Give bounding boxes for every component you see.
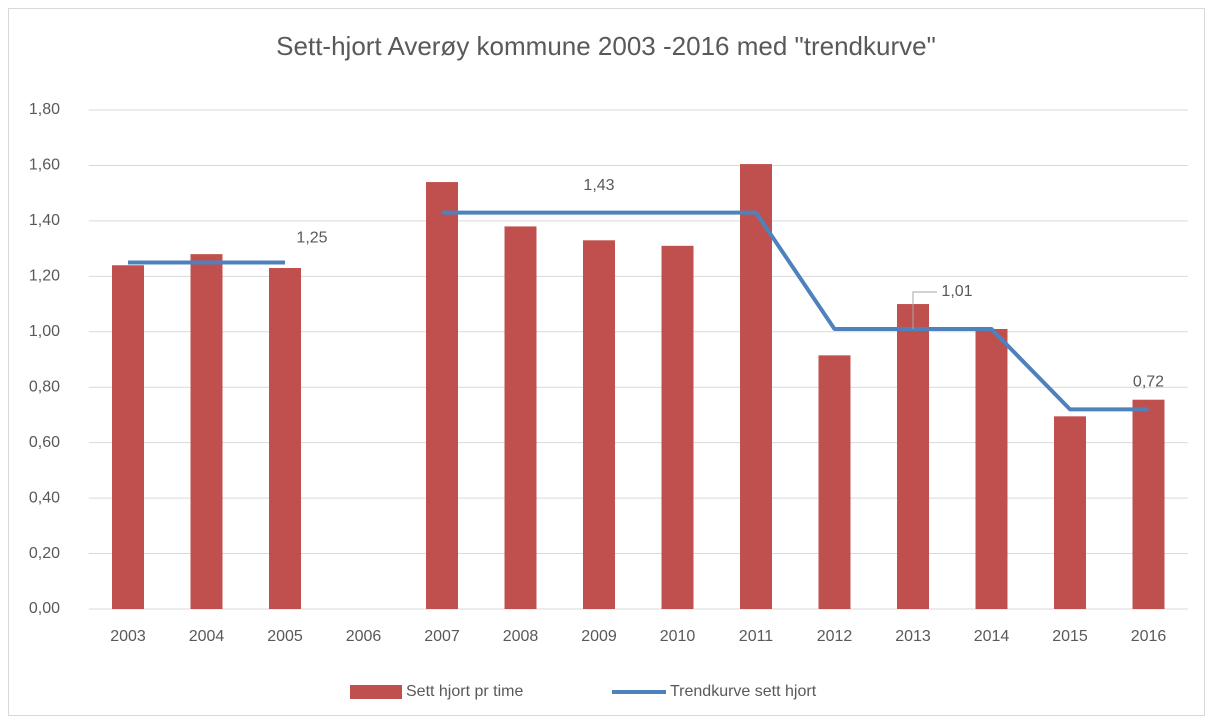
x-tick-label: 2014 bbox=[974, 628, 1010, 645]
x-tick-label: 2011 bbox=[739, 628, 774, 645]
y-tick-label: 0,60 bbox=[29, 434, 60, 451]
x-tick-label: 2006 bbox=[346, 628, 382, 645]
bar bbox=[583, 240, 615, 610]
bar bbox=[897, 304, 929, 609]
data-label: 0,72 bbox=[1133, 374, 1164, 391]
leader-line bbox=[912, 291, 937, 330]
legend-label: Sett hjort pr time bbox=[406, 683, 523, 700]
bar bbox=[740, 164, 772, 609]
x-tick-label: 2004 bbox=[189, 628, 225, 645]
trend-line bbox=[128, 210, 1149, 412]
y-tick-label: 1,40 bbox=[29, 212, 60, 229]
bar bbox=[1132, 399, 1165, 609]
bar bbox=[504, 226, 537, 609]
bar bbox=[661, 245, 694, 610]
x-tick-label: 2016 bbox=[1131, 628, 1167, 645]
y-tick-label: 1,20 bbox=[29, 268, 60, 285]
x-tick-label: 2013 bbox=[895, 628, 931, 645]
y-tick-label: 0,00 bbox=[29, 600, 60, 617]
bar bbox=[975, 329, 1008, 609]
data-label: 1,43 bbox=[583, 177, 614, 194]
legend-swatch bbox=[350, 685, 402, 699]
y-tick-label: 1,00 bbox=[29, 323, 60, 340]
legend-label: Trendkurve sett hjort bbox=[670, 683, 817, 700]
x-tick-label: 2008 bbox=[503, 628, 539, 645]
y-tick-label: 0,80 bbox=[29, 378, 60, 395]
x-tick-label: 2009 bbox=[581, 628, 617, 645]
y-tick-label: 0,40 bbox=[29, 489, 60, 506]
bar bbox=[269, 268, 301, 609]
data-label: 1,25 bbox=[296, 230, 327, 247]
bar bbox=[112, 265, 144, 609]
x-tick-label: 2007 bbox=[424, 628, 460, 645]
y-tick-label: 1,60 bbox=[29, 157, 60, 174]
x-tick-label: 2010 bbox=[660, 628, 696, 645]
bar bbox=[190, 254, 223, 609]
chart-title: Sett-hjort Averøy kommune 2003 -2016 med… bbox=[276, 31, 936, 61]
x-tick-label: 2005 bbox=[267, 628, 303, 645]
bar bbox=[1054, 416, 1086, 609]
x-tick-label: 2012 bbox=[817, 628, 853, 645]
x-tick-label: 2015 bbox=[1052, 628, 1088, 645]
data-label: 1,01 bbox=[941, 283, 972, 300]
x-tick-label: 2003 bbox=[110, 628, 146, 645]
y-tick-label: 0,20 bbox=[29, 545, 60, 562]
bar bbox=[818, 355, 851, 609]
y-tick-label: 1,80 bbox=[29, 101, 60, 118]
bar bbox=[426, 182, 458, 610]
